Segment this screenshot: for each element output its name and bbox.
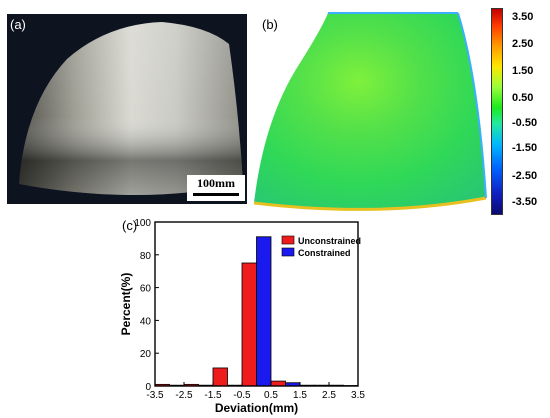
colorbar-tick: -2.50 bbox=[512, 170, 538, 182]
y-axis-label: Percent(%) bbox=[119, 273, 133, 336]
histogram-bar bbox=[241, 262, 257, 387]
x-tick-label: 0.5 bbox=[264, 390, 278, 401]
x-tick-label: 2.5 bbox=[322, 390, 336, 401]
legend-swatch bbox=[281, 247, 295, 257]
legend-label: Constrained bbox=[298, 248, 351, 258]
y-tick-label: 0 bbox=[145, 382, 151, 393]
panel-a-label: (a) bbox=[10, 17, 26, 32]
y-tick-label: 80 bbox=[140, 251, 152, 262]
colorbar-tick: -0.50 bbox=[512, 117, 538, 129]
histogram-bar bbox=[270, 380, 286, 387]
x-tick-label: -3.5 bbox=[146, 390, 164, 401]
colorbar bbox=[491, 8, 503, 215]
histogram-bar bbox=[212, 367, 228, 387]
plot-frame bbox=[154, 221, 359, 387]
photo-panel: 100mm bbox=[7, 14, 247, 204]
x-tick-label: 3.5 bbox=[351, 390, 365, 401]
deviation-map bbox=[253, 12, 487, 211]
scale-bar-line bbox=[193, 193, 239, 196]
colorbar-tick: 1.50 bbox=[512, 65, 534, 77]
panel-c-label: (c) bbox=[122, 218, 138, 233]
x-tick-label: -1.5 bbox=[204, 390, 222, 401]
legend-label: Unconstrained bbox=[298, 236, 361, 246]
legend-swatch bbox=[281, 235, 295, 245]
y-tick-label: 60 bbox=[140, 284, 152, 295]
colorbar-tick: -3.50 bbox=[512, 196, 538, 208]
panel-b-label: (b) bbox=[262, 17, 278, 32]
scale-bar: 100mm bbox=[187, 175, 245, 201]
y-tick-label: 20 bbox=[140, 349, 152, 360]
colorbar-tick: -1.50 bbox=[512, 142, 538, 154]
colorbar-tick: 2.50 bbox=[512, 38, 534, 50]
x-tick-label: -0.5 bbox=[233, 390, 251, 401]
colorbar-tick: 0.50 bbox=[512, 92, 534, 104]
x-axis-label: Deviation(mm) bbox=[215, 401, 298, 415]
x-tick-label: 1.5 bbox=[293, 390, 307, 401]
x-tick-label: -2.5 bbox=[175, 390, 193, 401]
histogram-bar bbox=[256, 236, 272, 387]
photo-image bbox=[19, 22, 243, 195]
scale-bar-text: 100mm bbox=[197, 176, 235, 190]
colorbar-tick: 3.50 bbox=[512, 11, 534, 23]
y-tick-label: 100 bbox=[134, 218, 151, 229]
y-tick-label: 40 bbox=[140, 316, 152, 327]
